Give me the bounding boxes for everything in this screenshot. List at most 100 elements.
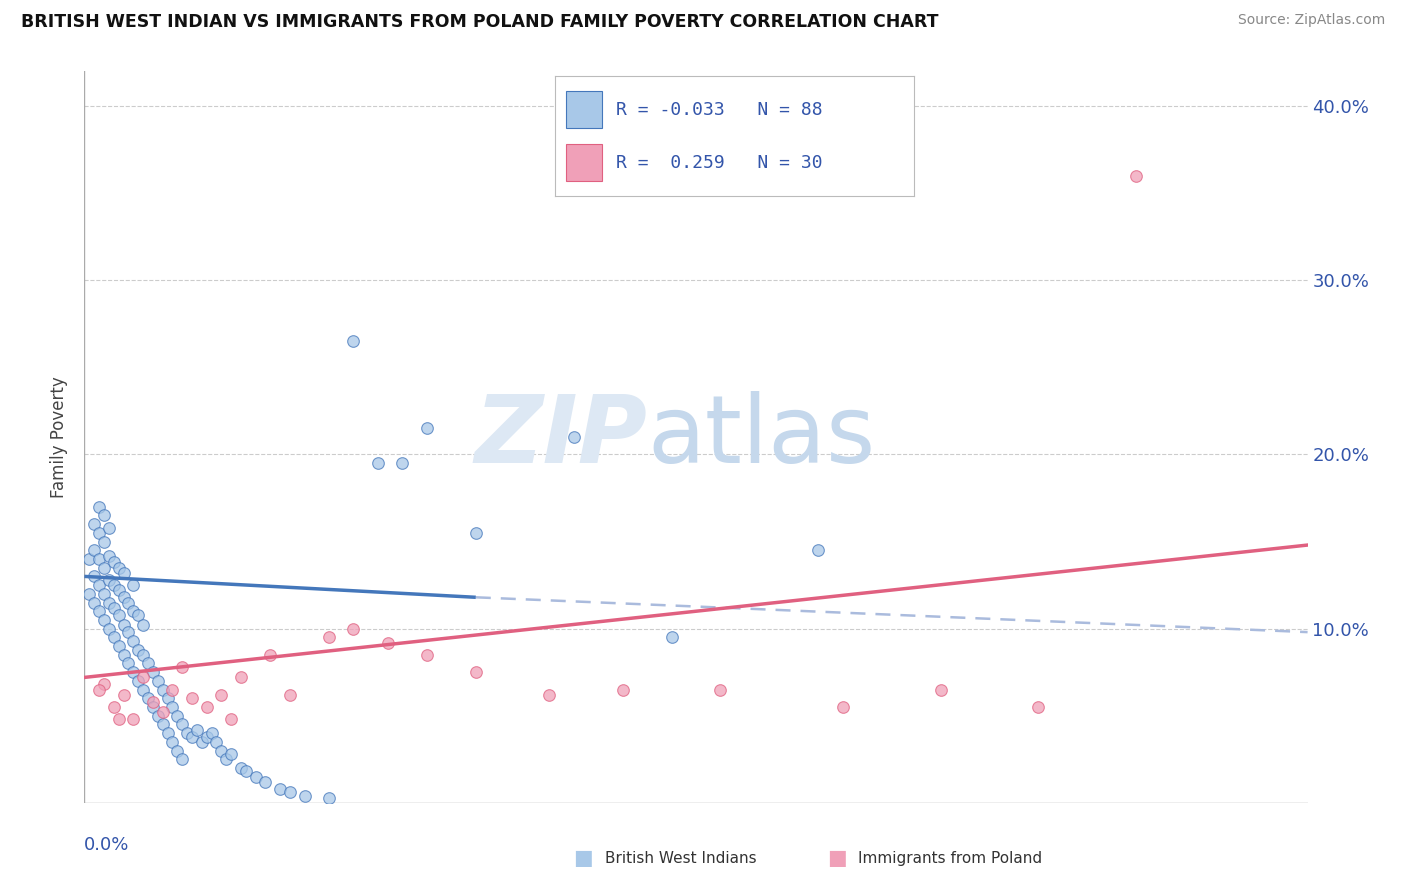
Point [209,688,232,702]
Point [318,631,340,645]
Point [219,747,242,761]
Point [191,735,214,749]
Point [172,660,194,674]
Text: R = -0.033   N = 88: R = -0.033 N = 88 [616,101,823,119]
Point [416,421,439,435]
Point [142,700,165,714]
Point [87,682,110,697]
Point [87,500,110,514]
Text: British West Indians: British West Indians [605,851,756,865]
Point [342,334,364,349]
Point [229,761,252,775]
Point [97,573,120,587]
Point [107,560,129,574]
Point [294,789,316,803]
Point [112,618,135,632]
Point [112,688,135,702]
Point [562,430,585,444]
Y-axis label: Family Poverty: Family Poverty [51,376,69,498]
Point [416,648,439,662]
Point [107,607,129,622]
Point [93,534,115,549]
Point [278,688,301,702]
Point [269,781,291,796]
Bar [567,92,602,128]
Point [93,677,115,691]
Point [181,691,204,706]
Point [342,622,364,636]
Text: ■: ■ [827,848,846,868]
Point [200,726,222,740]
Point [93,613,115,627]
Point [538,688,561,702]
Point [97,595,120,609]
Point [259,648,281,662]
Point [117,625,139,640]
Point [112,591,135,605]
Point [152,682,174,697]
Point [1125,169,1147,183]
Text: BRITISH WEST INDIAN VS IMMIGRANTS FROM POLAND FAMILY POVERTY CORRELATION CHART: BRITISH WEST INDIAN VS IMMIGRANTS FROM P… [21,13,939,31]
Point [318,790,340,805]
Point [215,752,238,766]
Point [172,717,194,731]
Point [195,730,218,744]
Point [156,726,179,740]
Point [107,712,129,726]
Point [83,595,105,609]
Point [83,543,105,558]
Point [391,456,413,470]
Point [83,517,105,532]
Point [612,682,634,697]
Point [205,735,228,749]
Point [132,618,155,632]
Point [87,604,110,618]
Point [235,764,257,779]
Point [117,657,139,671]
Point [77,587,100,601]
Point [93,508,115,523]
Point [229,670,252,684]
Text: 0.0%: 0.0% [84,836,129,854]
Point [166,743,188,757]
Point [122,604,145,618]
Point [107,639,129,653]
Point [136,657,159,671]
Point [77,552,100,566]
Point [97,622,120,636]
Point [377,635,399,649]
Point [97,549,120,563]
Point [254,775,277,789]
Point [181,730,204,744]
Point [142,665,165,680]
Point [929,682,952,697]
Point [152,705,174,719]
Point [87,578,110,592]
Point [162,700,184,714]
Point [709,682,731,697]
Point [278,785,301,799]
Point [152,717,174,731]
Point [117,595,139,609]
Point [219,712,242,726]
Point [93,560,115,574]
Point [122,712,145,726]
Text: ■: ■ [574,848,593,868]
Text: R =  0.259   N = 30: R = 0.259 N = 30 [616,153,823,171]
Point [166,708,188,723]
Point [103,578,125,592]
Point [186,723,208,737]
Text: atlas: atlas [647,391,876,483]
Point [122,578,145,592]
Point [176,726,198,740]
Point [172,752,194,766]
Point [112,566,135,580]
Point [132,682,155,697]
Point [127,642,149,657]
Text: Immigrants from Poland: Immigrants from Poland [858,851,1042,865]
Point [127,673,149,688]
Point [209,743,232,757]
Point [83,569,105,583]
Point [162,682,184,697]
Point [464,665,486,680]
